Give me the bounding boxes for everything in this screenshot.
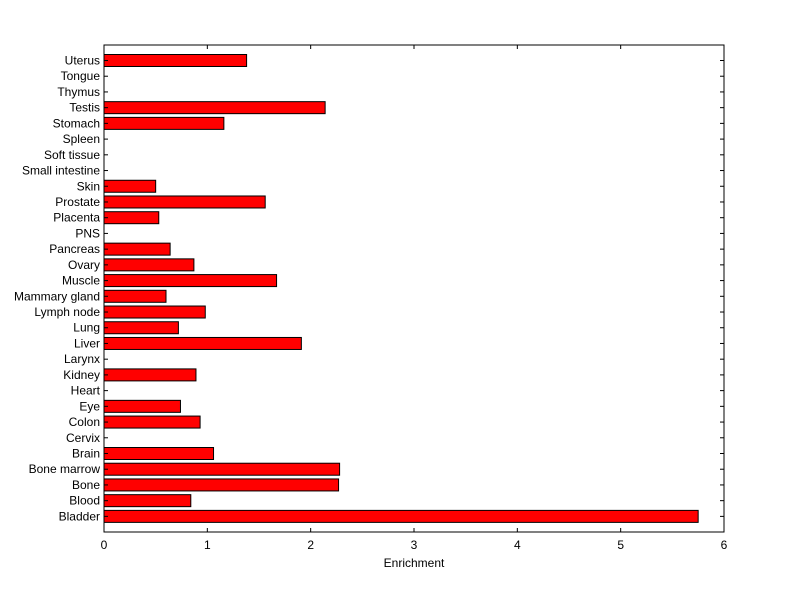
x-tick-label-6: 6: [721, 538, 728, 552]
bar-eye: [103, 399, 181, 413]
x-tick-labels-group: 0 1 2 3 4 5 6: [101, 538, 728, 552]
bar-bladder: [103, 509, 699, 523]
bar-mammary-gland: [103, 289, 167, 303]
bar-skin: [103, 179, 157, 193]
bar-prostate: [103, 195, 266, 209]
category-label-tongue: Tongue: [61, 69, 101, 83]
category-label-bone-marrow: Bone marrow: [29, 462, 101, 476]
category-label-lymph-node: Lymph node: [34, 305, 100, 319]
category-label-bone: Bone: [72, 478, 100, 492]
category-label-kidney: Kidney: [63, 368, 100, 382]
category-label-brain: Brain: [72, 447, 100, 461]
category-label-eye: Eye: [79, 399, 100, 413]
category-label-muscle: Muscle: [62, 274, 100, 288]
category-label-colon: Colon: [69, 415, 100, 429]
category-label-small-intestine: Small intestine: [22, 164, 100, 178]
x-tick-label-5: 5: [617, 538, 624, 552]
category-label-heart: Heart: [71, 384, 101, 398]
category-label-bladder: Bladder: [59, 509, 100, 523]
x-tick-label-0: 0: [101, 538, 108, 552]
category-label-lung: Lung: [73, 321, 100, 335]
x-tick-label-3: 3: [411, 538, 418, 552]
category-label-pns: PNS: [75, 226, 100, 240]
category-label-pancreas: Pancreas: [49, 242, 100, 256]
bar-ovary: [103, 258, 195, 272]
bar-liver: [103, 336, 302, 350]
bar-lung: [103, 321, 179, 335]
category-label-testis: Testis: [69, 101, 100, 115]
plot-frame: [103, 44, 725, 533]
bar-bone-marrow: [103, 462, 341, 476]
bar-brain: [103, 447, 215, 460]
category-label-ovary: Ovary: [68, 258, 100, 272]
bar-colon: [103, 415, 201, 429]
category-label-soft-tissue: Soft tissue: [44, 148, 100, 162]
bar-uterus: [103, 54, 248, 67]
category-label-blood: Blood: [69, 494, 100, 508]
category-label-placenta: Placenta: [53, 211, 100, 225]
bar-pancreas: [103, 242, 171, 256]
x-axis-label: Enrichment: [384, 556, 445, 570]
category-label-prostate: Prostate: [55, 195, 100, 209]
bar-placenta: [103, 211, 160, 225]
bar-lymph-node: [103, 305, 206, 319]
category-label-skin: Skin: [77, 179, 100, 193]
bar-stomach: [103, 116, 225, 130]
category-label-cervix: Cervix: [66, 431, 100, 445]
category-label-stomach: Stomach: [53, 116, 100, 130]
category-label-larynx: Larynx: [64, 352, 100, 366]
bar-bone: [103, 478, 340, 492]
x-tick-label-1: 1: [204, 538, 211, 552]
category-label-spleen: Spleen: [63, 132, 100, 146]
x-tick-label-4: 4: [514, 538, 521, 552]
category-label-thymus: Thymus: [57, 85, 100, 99]
bar-muscle: [103, 274, 278, 288]
category-label-mammary-gland: Mammary gland: [14, 289, 100, 303]
category-label-uterus: Uterus: [65, 54, 100, 68]
x-tick-label-2: 2: [307, 538, 314, 552]
bar-kidney: [103, 368, 197, 382]
category-label-liver: Liver: [74, 336, 100, 350]
bar-testis: [103, 101, 326, 115]
bar-blood: [103, 494, 192, 508]
